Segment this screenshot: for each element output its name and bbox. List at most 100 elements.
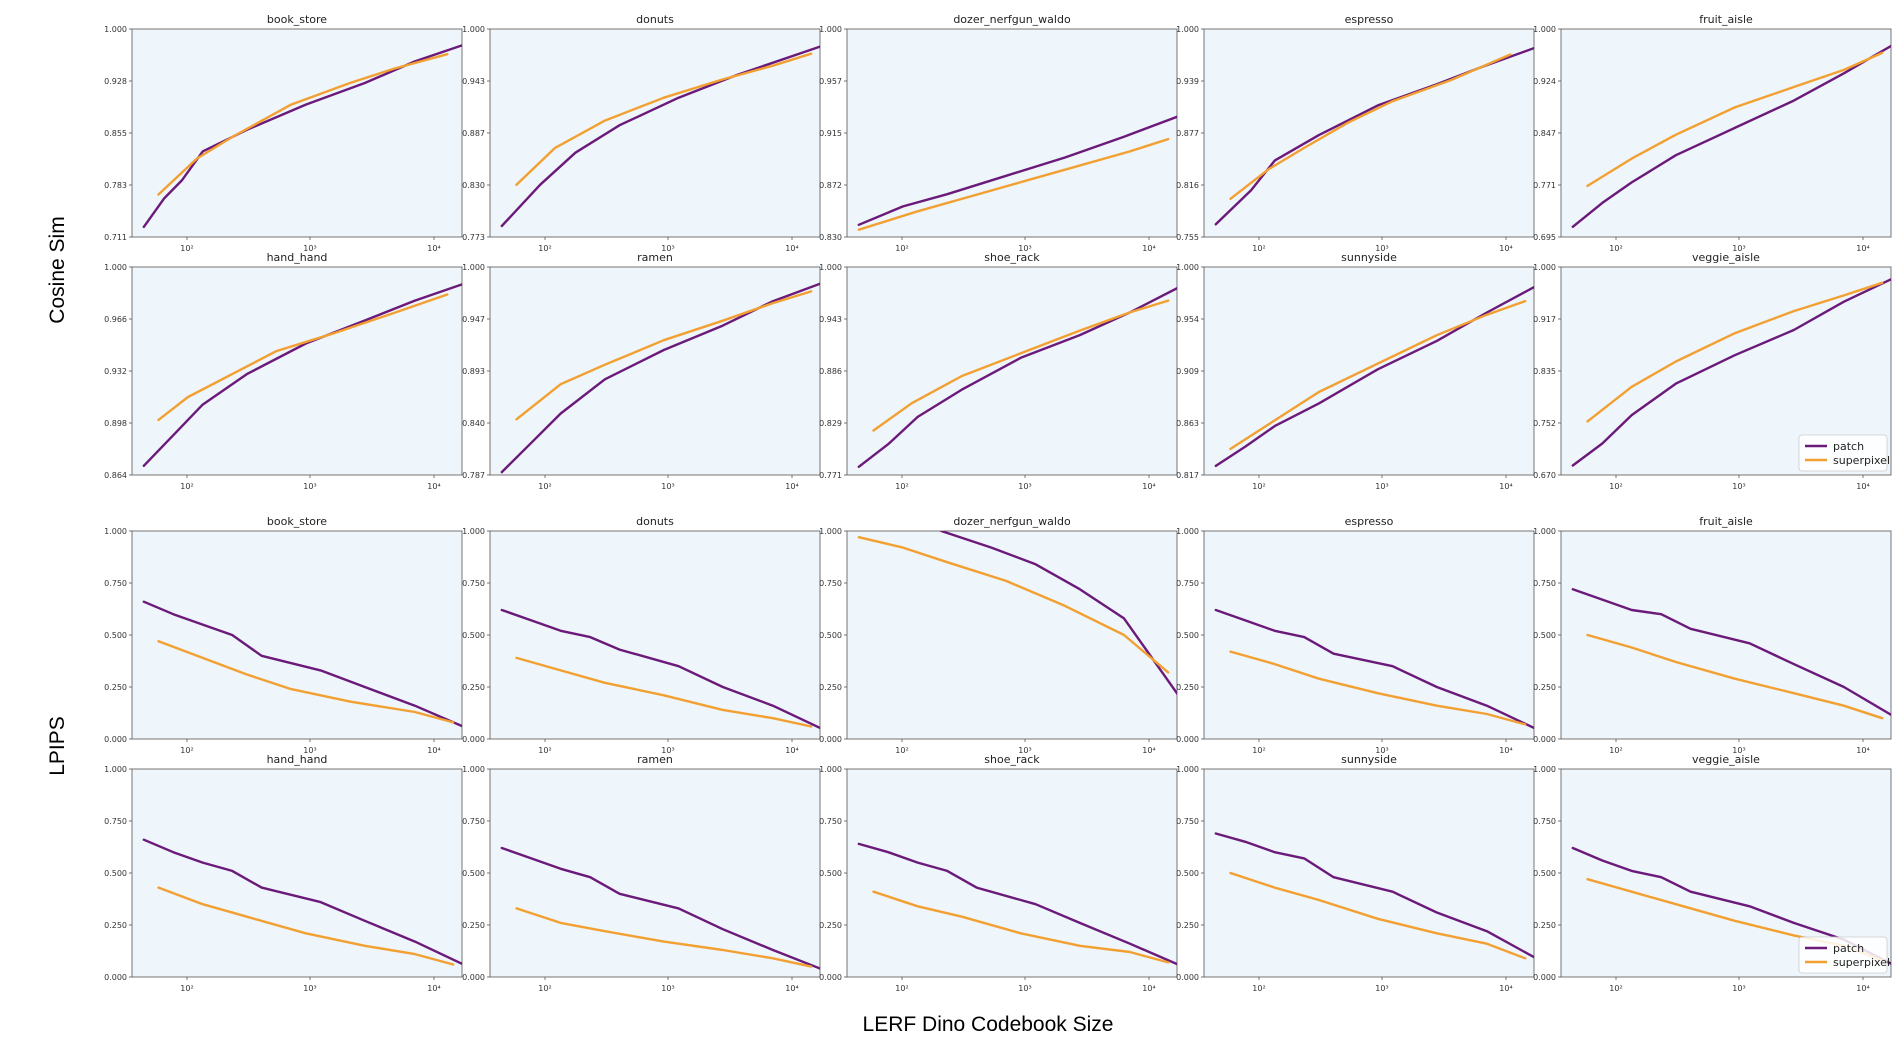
row-label-lpips: LPIPS — [46, 716, 69, 776]
x-tick-label: 10⁴ — [427, 482, 440, 491]
y-tick-label: 1.000 — [462, 765, 485, 774]
y-tick-label: 0.966 — [104, 315, 127, 324]
cosine-sim-panel-4: fruit_aisle 0.695 0.771 0.847 0.924 1.000 10² 1… — [1533, 13, 1892, 253]
x-tick-label: 10⁴ — [1856, 746, 1869, 755]
y-tick-label: 0.000 — [462, 973, 485, 982]
series-line-superpixel — [1586, 633, 1884, 720]
y-tick-label: 0.250 — [1176, 683, 1199, 692]
row-label-cosine-sim: Cosine Sim — [46, 216, 69, 323]
series-line-superpixel — [1229, 650, 1527, 726]
y-tick-label: 0.000 — [104, 973, 127, 982]
y-tick-label: 0.750 — [819, 579, 842, 588]
y-tick-label: 0.817 — [1176, 471, 1199, 480]
y-tick-label: 1.000 — [104, 765, 127, 774]
x-tick-label: 10³ — [303, 746, 316, 755]
series-line-superpixel — [1229, 299, 1527, 451]
panel-plot-area — [489, 768, 821, 978]
series-group — [857, 286, 1177, 468]
x-tick-label: 10³ — [661, 244, 674, 253]
y-tick-label: 0.670 — [1533, 471, 1556, 480]
lpips-panel-4: fruit_aisle 0.000 0.250 0.500 0.750 1.000 10² 1… — [1533, 515, 1892, 755]
lpips-panel-1: donuts 0.000 0.250 0.500 0.750 1.000 10² 10³ 10⁴ — [462, 515, 821, 755]
y-tick-label: 0.957 — [819, 77, 842, 86]
x-tick-label: 10² — [1609, 746, 1622, 755]
series-line-patch — [142, 600, 462, 728]
legend-label-patch: patch — [1833, 942, 1864, 955]
series-line-patch — [1214, 832, 1534, 959]
x-tick-label: 10⁴ — [1142, 984, 1155, 993]
y-tick-label: 1.000 — [819, 25, 842, 34]
panel-plot-area — [846, 28, 1178, 238]
y-tick-label: 0.250 — [819, 921, 842, 930]
series-group — [500, 846, 820, 970]
y-tick-label: 1.000 — [1533, 263, 1556, 272]
y-tick-label: 0.816 — [1176, 181, 1199, 190]
y-tick-label: 0.000 — [462, 735, 485, 744]
series-line-patch — [142, 283, 462, 467]
cosine-sim-panel-3: espresso 0.755 0.816 0.877 0.939 1.000 10² 10³ 1… — [1176, 13, 1535, 253]
y-tick-label: 0.750 — [104, 579, 127, 588]
x-tick-label: 10³ — [1018, 984, 1031, 993]
x-tick-label: 10² — [1252, 746, 1265, 755]
panel-title: fruit_aisle — [1699, 515, 1753, 528]
cosine-sim-panel-1: donuts 0.773 0.830 0.887 0.943 1.000 10² 10³ 10⁴ — [462, 13, 821, 253]
series-line-superpixel — [1586, 281, 1884, 423]
y-tick-label: 0.500 — [462, 631, 485, 640]
x-tick-label: 10⁴ — [785, 746, 798, 755]
cosine-sim-panel-0: book_store 0.711 0.783 0.855 0.928 1.000 10² 10… — [104, 13, 463, 253]
lpips-panel-9: veggie_aisle 0.000 0.250 0.500 0.750 1.000 10²… — [1533, 753, 1892, 993]
y-tick-label: 0.000 — [1176, 735, 1199, 744]
x-tick-label: 10³ — [303, 244, 316, 253]
y-tick-label: 0.750 — [1533, 817, 1556, 826]
x-tick-label: 10⁴ — [1142, 482, 1155, 491]
y-tick-label: 0.773 — [462, 233, 485, 242]
series-group — [500, 45, 820, 228]
series-line-superpixel — [157, 293, 449, 422]
y-tick-label: 0.771 — [1533, 181, 1556, 190]
y-tick-label: 0.695 — [1533, 233, 1556, 242]
y-tick-label: 0.000 — [1533, 973, 1556, 982]
y-tick-label: 0.909 — [1176, 367, 1199, 376]
x-tick-label: 10⁴ — [1499, 482, 1512, 491]
panel-title: espresso — [1345, 13, 1394, 26]
series-group — [142, 44, 462, 229]
y-tick-label: 0.750 — [462, 579, 485, 588]
series-line-patch — [1571, 277, 1891, 467]
y-tick-label: 0.000 — [1533, 735, 1556, 744]
x-tick-label: 10⁴ — [1499, 746, 1512, 755]
lpips-panel-3: espresso 0.000 0.250 0.500 0.750 1.000 10² 10³ 1… — [1176, 515, 1535, 755]
series-group — [142, 283, 462, 467]
x-tick-label: 10² — [1609, 244, 1622, 253]
x-tick-label: 10² — [1609, 482, 1622, 491]
x-tick-label: 10⁴ — [427, 244, 440, 253]
x-tick-label: 10⁴ — [785, 984, 798, 993]
cosine-sim-panel-7: shoe_rack 0.771 0.829 0.886 0.943 1.000 10² 10³… — [819, 251, 1178, 491]
panel-plot-area — [131, 530, 463, 740]
x-tick-label: 10² — [895, 244, 908, 253]
series-line-superpixel — [1229, 871, 1527, 960]
cosine-sim-panel-5: hand_hand 0.864 0.898 0.932 0.966 1.000 10² 10³… — [104, 251, 463, 491]
panel-title: sunnyside — [1341, 753, 1397, 766]
x-tick-label: 10⁴ — [1856, 984, 1869, 993]
series-group — [857, 115, 1177, 231]
panel-title: veggie_aisle — [1692, 753, 1760, 766]
panel-plot-area — [489, 28, 821, 238]
y-tick-label: 0.947 — [462, 315, 485, 324]
series-line-superpixel — [157, 53, 449, 196]
series-line-superpixel — [872, 299, 1170, 432]
x-tick-label: 10⁴ — [1142, 746, 1155, 755]
y-tick-label: 0.924 — [1533, 77, 1556, 86]
y-tick-label: 0.000 — [819, 735, 842, 744]
x-tick-label: 10³ — [1018, 482, 1031, 491]
panel-grid: book_store 0.711 0.783 0.855 0.928 1.000 10² 10… — [104, 13, 1892, 993]
y-tick-label: 0.755 — [1176, 233, 1199, 242]
y-tick-label: 0.000 — [819, 973, 842, 982]
x-tick-label: 10² — [538, 482, 551, 491]
y-tick-label: 1.000 — [1176, 765, 1199, 774]
y-tick-label: 1.000 — [1176, 263, 1199, 272]
y-tick-label: 1.000 — [1533, 25, 1556, 34]
y-tick-label: 0.855 — [104, 129, 127, 138]
cosine-sim-panel-9: veggie_aisle 0.670 0.752 0.835 0.917 1.000 10²… — [1533, 251, 1892, 491]
series-group — [857, 531, 1177, 696]
